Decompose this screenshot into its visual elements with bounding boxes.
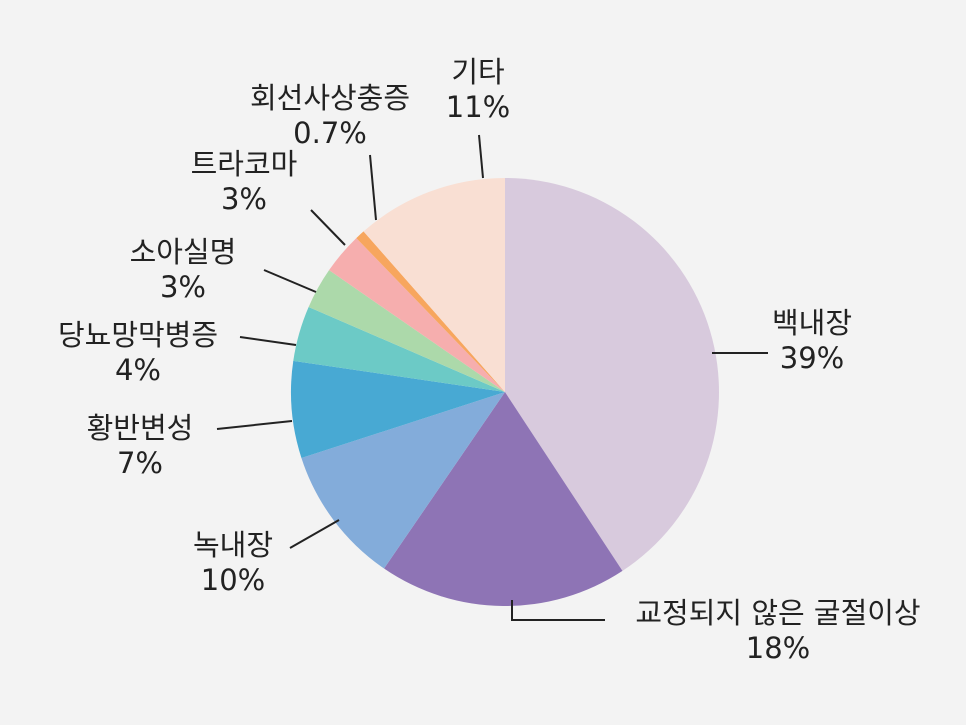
leader-line-2	[289, 519, 340, 549]
slice-value-label-4: 4%	[115, 353, 161, 387]
leader-line-1	[511, 600, 605, 621]
leader-lines	[216, 134, 768, 621]
slice-value-label-8: 11%	[446, 90, 510, 124]
slice-name-label-8: 기타	[451, 55, 504, 89]
slice-name-label-5: 소아실명	[130, 235, 237, 269]
pie-slice-8	[363, 178, 505, 392]
pie-slice-6	[329, 238, 505, 392]
slice-name-label-0: 백내장	[772, 306, 852, 340]
pie-slices	[290, 178, 719, 606]
slice-name-label-7: 회선사상충증	[250, 81, 410, 115]
pie-slice-3	[290, 360, 505, 458]
slice-name-label-6: 트라코마	[191, 147, 298, 181]
slice-value-label-2: 10%	[201, 563, 265, 597]
slice-name-label-4: 당뇨망막병증	[58, 318, 218, 352]
leader-line-3	[216, 420, 293, 430]
pie-slice-7	[356, 231, 505, 392]
pie-slice-2	[301, 392, 505, 569]
slice-value-label-5: 3%	[160, 270, 206, 304]
pie-slice-5	[308, 270, 505, 392]
slice-value-label-3: 7%	[117, 446, 163, 480]
slice-name-label-3: 황반변성	[87, 411, 194, 445]
slice-value-label-0: 39%	[780, 341, 844, 375]
pie-slice-4	[293, 306, 505, 392]
leader-line-5	[263, 269, 317, 293]
leader-line-7	[369, 154, 377, 221]
slice-value-label-1: 18%	[746, 631, 810, 665]
slice-name-label-2: 녹내장	[193, 528, 273, 562]
slice-name-label-1: 교정되지 않은 굴절이상	[635, 596, 920, 630]
leader-line-6	[310, 209, 346, 246]
leader-line-4	[239, 336, 297, 346]
slice-value-label-7: 0.7%	[293, 116, 367, 150]
slice-value-label-6: 3%	[221, 182, 267, 216]
pie-slice-1	[384, 392, 623, 606]
leader-line-8	[478, 134, 484, 179]
pie-slice-0	[505, 178, 719, 571]
